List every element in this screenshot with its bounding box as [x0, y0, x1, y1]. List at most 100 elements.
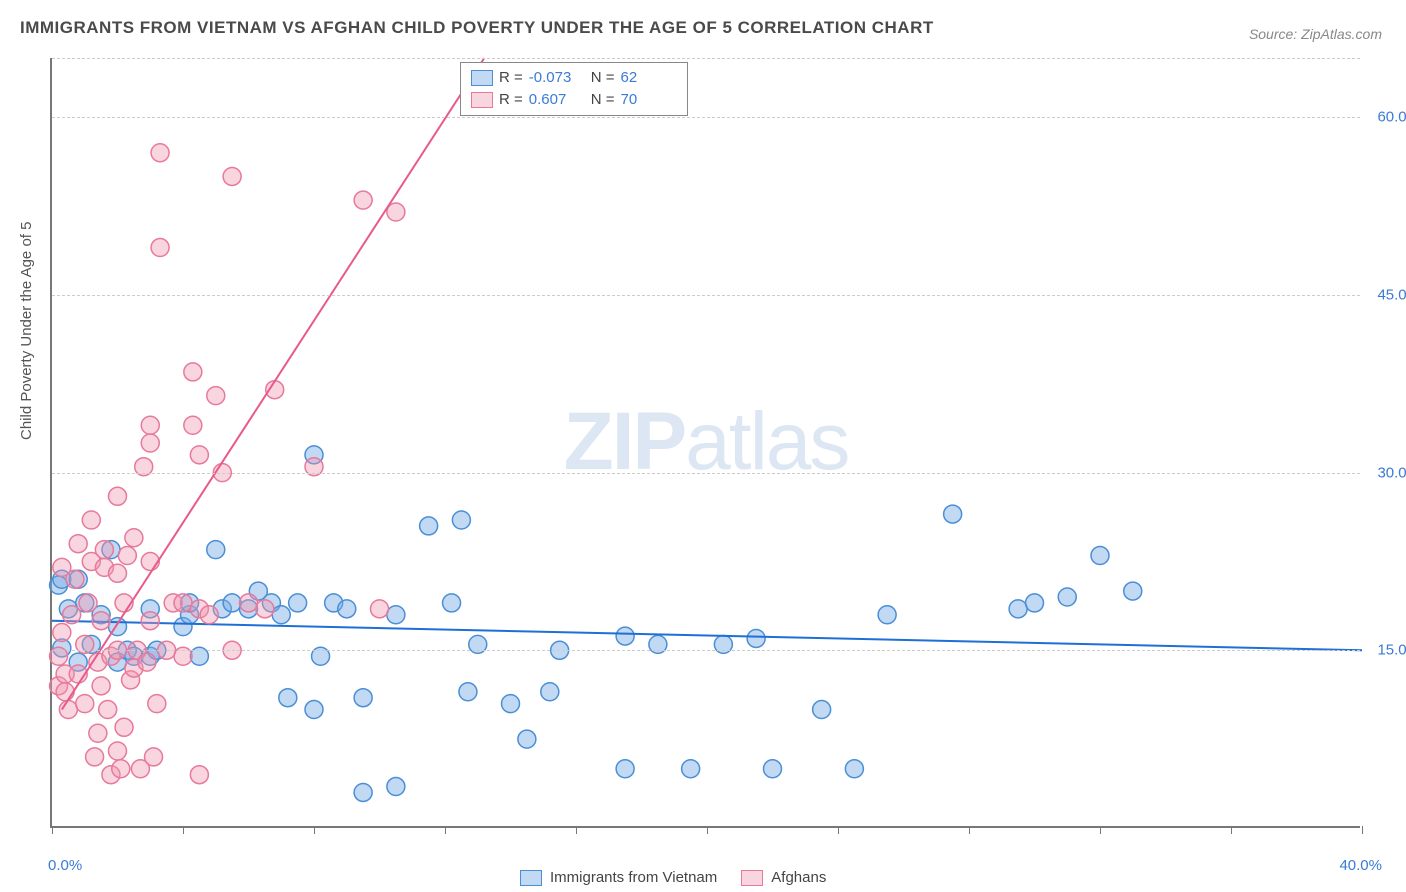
data-point-afghan — [79, 594, 97, 612]
data-point-afghan — [53, 624, 71, 642]
y-tick-label: 30.0% — [1365, 464, 1406, 481]
r-label: R = — [499, 89, 523, 111]
data-point-afghan — [109, 564, 127, 582]
data-point-vietnam — [279, 689, 297, 707]
data-point-afghan — [148, 695, 166, 713]
x-tick — [576, 826, 577, 834]
y-axis-label: Child Poverty Under the Age of 5 — [18, 222, 35, 440]
data-point-afghan — [141, 416, 159, 434]
data-point-afghan — [184, 416, 202, 434]
data-point-vietnam — [747, 629, 765, 647]
data-point-vietnam — [1026, 594, 1044, 612]
data-point-afghan — [141, 552, 159, 570]
data-point-vietnam — [616, 627, 634, 645]
data-point-afghan — [63, 606, 81, 624]
grid-line — [52, 473, 1360, 474]
x-tick — [314, 826, 315, 834]
data-point-afghan — [86, 748, 104, 766]
data-point-afghan — [141, 612, 159, 630]
data-point-afghan — [69, 535, 87, 553]
chart-title: IMMIGRANTS FROM VIETNAM VS AFGHAN CHILD … — [20, 18, 934, 38]
x-tick — [1231, 826, 1232, 834]
data-point-vietnam — [289, 594, 307, 612]
data-point-afghan — [109, 742, 127, 760]
y-tick-label: 45.0% — [1365, 286, 1406, 303]
trend-line-vietnam — [52, 621, 1362, 651]
legend-stat-row-afghan: R = 0.607 N = 70 — [471, 89, 677, 111]
data-point-vietnam — [443, 594, 461, 612]
legend-label: Immigrants from Vietnam — [550, 869, 717, 886]
data-point-vietnam — [387, 778, 405, 796]
data-point-vietnam — [223, 594, 241, 612]
data-point-vietnam — [944, 505, 962, 523]
chart-svg — [52, 58, 1360, 826]
data-point-vietnam — [338, 600, 356, 618]
r-value: -0.073 — [529, 67, 585, 89]
legend-swatch-vietnam — [471, 70, 493, 86]
x-tick — [445, 826, 446, 834]
grid-line — [52, 117, 1360, 118]
grid-line — [52, 650, 1360, 651]
x-tick — [52, 826, 53, 834]
legend-swatch-afghan — [471, 92, 493, 108]
data-point-afghan — [56, 683, 74, 701]
plot-area: ZIPatlas 15.0%30.0%45.0%60.0% — [50, 58, 1360, 828]
grid-line — [52, 295, 1360, 296]
data-point-afghan — [138, 653, 156, 671]
data-point-afghan — [112, 760, 130, 778]
data-point-vietnam — [502, 695, 520, 713]
source-label: Source: — [1249, 26, 1297, 42]
x-tick — [183, 826, 184, 834]
data-point-vietnam — [813, 701, 831, 719]
data-point-vietnam — [845, 760, 863, 778]
data-point-afghan — [141, 434, 159, 452]
y-tick-label: 15.0% — [1365, 642, 1406, 659]
legend-item-afghan: Afghans — [741, 869, 826, 886]
data-point-vietnam — [541, 683, 559, 701]
data-point-afghan — [118, 547, 136, 565]
data-point-vietnam — [387, 606, 405, 624]
data-point-afghan — [354, 191, 372, 209]
legend-series: Immigrants from Vietnam Afghans — [520, 869, 826, 886]
x-tick-0: 0.0% — [48, 857, 82, 874]
data-point-vietnam — [1091, 547, 1109, 565]
data-point-vietnam — [1124, 582, 1142, 600]
data-point-vietnam — [682, 760, 700, 778]
data-point-afghan — [109, 487, 127, 505]
data-point-afghan — [190, 766, 208, 784]
n-label: N = — [591, 89, 615, 111]
n-value: 70 — [621, 89, 677, 111]
source-value: ZipAtlas.com — [1301, 26, 1382, 42]
data-point-afghan — [89, 724, 107, 742]
source-attribution: Source: ZipAtlas.com — [1249, 26, 1382, 42]
data-point-vietnam — [459, 683, 477, 701]
legend-stat-row-vietnam: R =-0.073N =62 — [471, 67, 677, 89]
x-tick — [1362, 826, 1363, 834]
legend-swatch-vietnam — [520, 870, 542, 886]
data-point-afghan — [92, 612, 110, 630]
data-point-afghan — [145, 748, 163, 766]
data-point-afghan — [371, 600, 389, 618]
data-point-afghan — [184, 363, 202, 381]
data-point-afghan — [223, 167, 241, 185]
data-point-vietnam — [878, 606, 896, 624]
x-tick-40: 40.0% — [1339, 857, 1382, 874]
data-point-afghan — [151, 144, 169, 162]
data-point-vietnam — [616, 760, 634, 778]
x-tick — [707, 826, 708, 834]
data-point-vietnam — [1009, 600, 1027, 618]
legend-item-vietnam: Immigrants from Vietnam — [520, 869, 717, 886]
legend-swatch-afghan — [741, 870, 763, 886]
r-value: 0.607 — [529, 89, 585, 111]
data-point-vietnam — [207, 541, 225, 559]
data-point-vietnam — [272, 606, 290, 624]
data-point-afghan — [151, 239, 169, 257]
data-point-afghan — [190, 446, 208, 464]
data-point-afghan — [95, 541, 113, 559]
data-point-vietnam — [764, 760, 782, 778]
data-point-vietnam — [305, 701, 323, 719]
x-tick — [1100, 826, 1101, 834]
data-point-afghan — [256, 600, 274, 618]
n-label: N = — [591, 67, 615, 89]
data-point-afghan — [92, 677, 110, 695]
